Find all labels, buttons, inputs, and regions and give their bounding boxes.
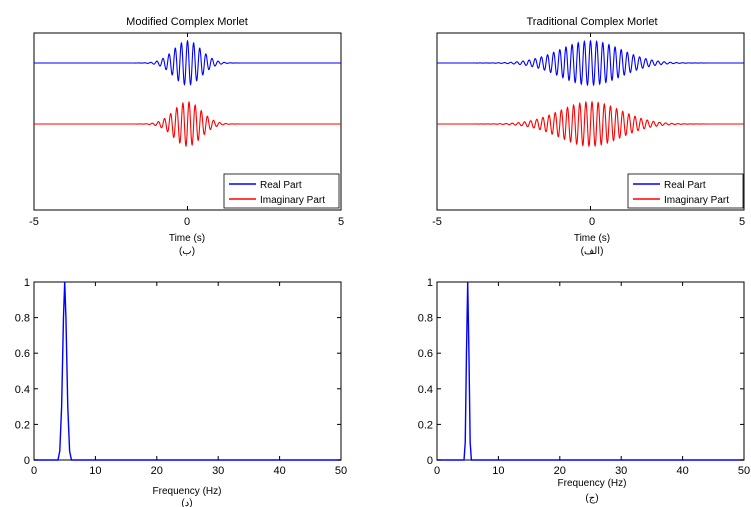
spectrum-curve (34, 281, 341, 461)
signal-curves (34, 39, 341, 148)
panel-caption: (د) (181, 498, 192, 507)
chart-title: Traditional Complex Morlet (526, 16, 657, 28)
series-line-imag (437, 100, 744, 148)
y-tick-label: 1 (24, 277, 30, 289)
panel-caption: (ب) (179, 246, 195, 257)
x-tick-label: 0 (589, 216, 595, 228)
legend-label-real: Real Part (664, 180, 706, 191)
x-tick-label: 10 (492, 465, 504, 477)
plot-area (436, 281, 745, 461)
plot-area (33, 281, 342, 461)
x-tick-label: 20 (554, 465, 566, 477)
spectrum-line (437, 281, 744, 461)
y-tick-label: 1 (427, 277, 433, 289)
x-tick-label: 0 (184, 216, 190, 228)
x-tick-label: -5 (432, 216, 442, 228)
y-tick-label: 0.8 (15, 313, 30, 325)
x-tick-label: 50 (335, 465, 347, 477)
x-axis-label: Frequency (Hz) (153, 486, 222, 497)
x-axis-label: Time (s) (169, 233, 205, 244)
y-tick-label: 0.4 (418, 384, 433, 396)
x-axis-label: Time (s) (574, 233, 610, 244)
legend-label-real: Real Part (260, 180, 302, 191)
x-tick-label: 20 (151, 465, 163, 477)
x-tick-label: 0 (434, 465, 440, 477)
x-axis-ticks (33, 33, 342, 210)
signal-curves (437, 39, 744, 148)
x-tick-label: 40 (273, 465, 285, 477)
panel-modified-complex-morlet: Modified Complex Morlet -5 0 5 Time (s) … (29, 16, 344, 257)
x-tick-label: 0 (31, 465, 37, 477)
panel-caption: (ج) (585, 493, 598, 504)
legend-box (223, 173, 340, 209)
panel-spectrum-traditional: 0 10 20 30 40 50 0 0.2 0.4 0.6 0.8 1 Frequency (Hz)… (418, 277, 750, 504)
axis-ticks: 0 10 20 30 40 50 0 0.2 0.4 0.6 0.8 1 (418, 277, 750, 477)
y-tick-label: 0.4 (15, 384, 30, 396)
axis-ticks: 0 10 20 30 40 50 0 0.2 0.4 0.6 0.8 1 (15, 277, 347, 477)
y-tick-label: 0 (24, 455, 30, 467)
x-tick-label: 10 (89, 465, 101, 477)
y-tick-label: 0.6 (418, 348, 433, 360)
y-tick-label: 0.2 (418, 419, 433, 431)
y-tick-label: 0 (427, 455, 433, 467)
x-tick-label: 30 (212, 465, 224, 477)
x-tick-label: 5 (338, 216, 344, 228)
legend: Real Part Imaginary Part (627, 173, 744, 209)
y-tick-label: 0.2 (15, 419, 30, 431)
x-tick-label: 30 (615, 465, 627, 477)
panel-caption: (الف) (581, 246, 604, 257)
y-tick-label: 0.8 (418, 313, 433, 325)
series-line-real (437, 39, 744, 87)
x-tick-label: 50 (738, 465, 750, 477)
panel-traditional-complex-morlet: Traditional Complex Morlet -5 0 5 Time (… (432, 16, 745, 257)
legend: Real Part Imaginary Part (223, 173, 340, 209)
chart-title: Modified Complex Morlet (126, 16, 248, 28)
legend-label-imaginary: Imaginary Part (260, 195, 325, 206)
series-line-imag (34, 100, 341, 148)
spectrum-line (34, 281, 341, 461)
x-axis-ticks (436, 33, 745, 210)
legend-box (627, 173, 744, 209)
x-tick-label: -5 (29, 216, 39, 228)
series-line-real (34, 39, 341, 86)
spectrum-curve (437, 281, 744, 461)
legend-label-imaginary: Imaginary Part (664, 195, 729, 206)
x-axis-label: Frequency (Hz) (558, 478, 627, 489)
x-tick-label: 5 (739, 216, 745, 228)
y-tick-label: 0.6 (15, 348, 30, 360)
x-tick-label: 40 (676, 465, 688, 477)
panel-spectrum-modified: 0 10 20 30 40 50 0 0.2 0.4 0.6 0.8 1 Frequency (Hz)… (15, 277, 347, 507)
